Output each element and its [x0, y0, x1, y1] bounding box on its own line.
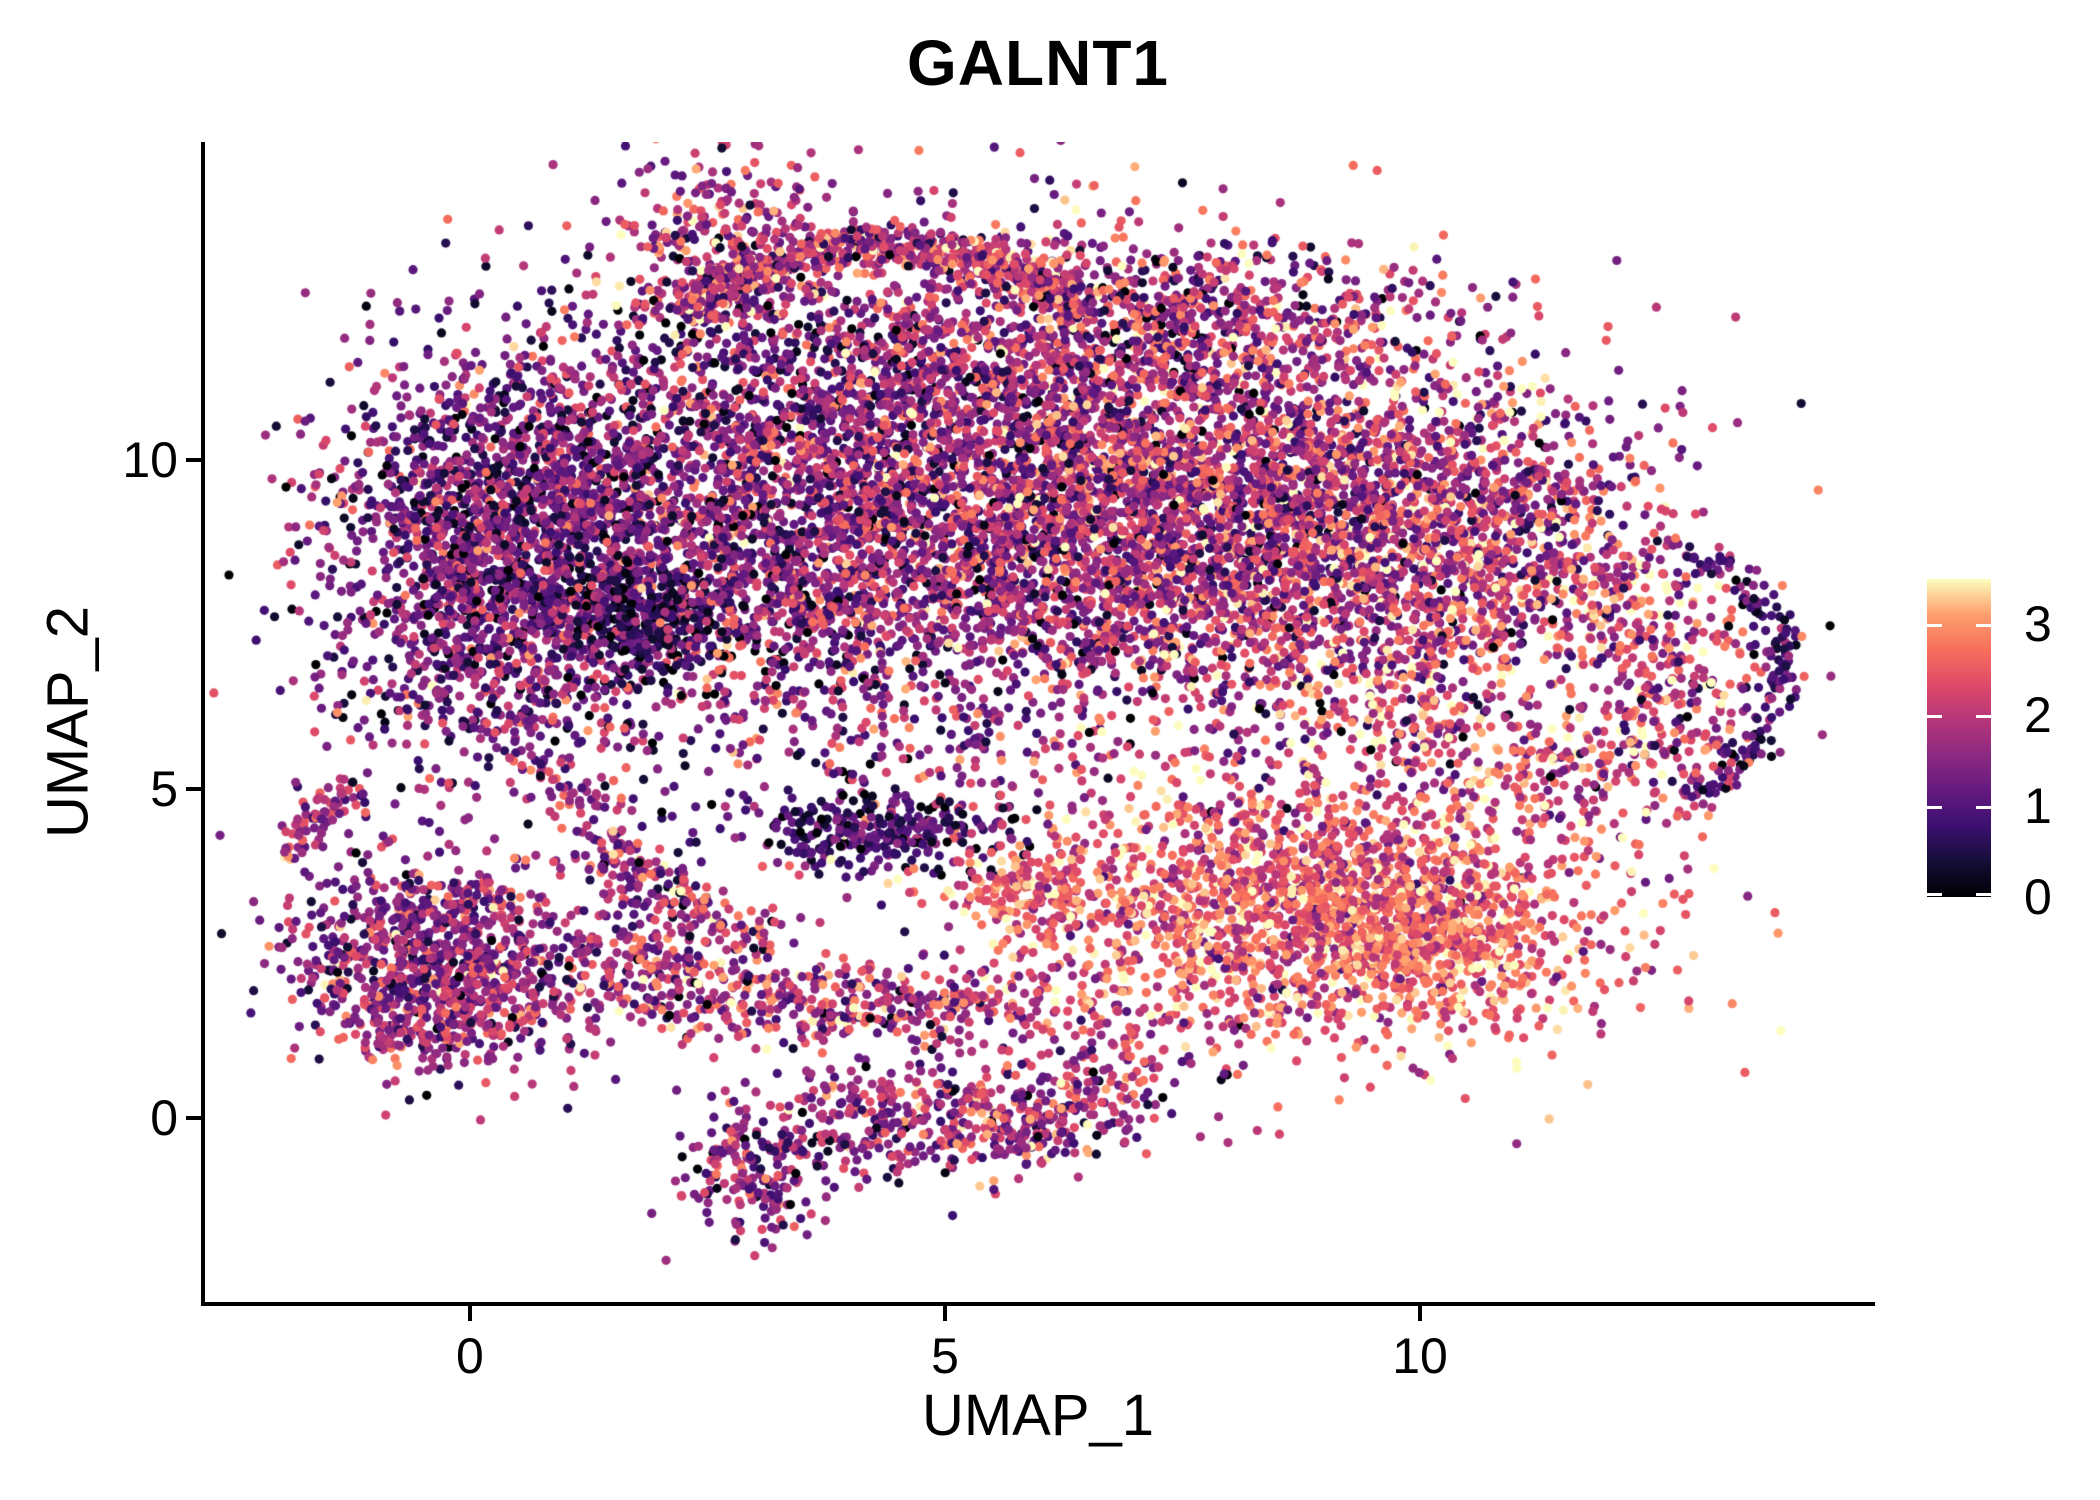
colorbar-tick-mark: [1976, 893, 1991, 896]
colorbar-tick-mark: [1927, 715, 1942, 719]
colorbar-gradient: [1927, 579, 1991, 897]
x-tick-mark: [1418, 1306, 1422, 1321]
y-tick-mark: [186, 1116, 201, 1121]
y-axis-line: [201, 142, 205, 1306]
x-tick-mark: [467, 1306, 472, 1321]
x-tick-label: 10: [1392, 1328, 1448, 1384]
colorbar-tick-mark: [1976, 715, 1991, 719]
x-tick-mark: [942, 1306, 947, 1321]
y-tick-label: 10: [122, 432, 178, 488]
scatter-points-canvas: [205, 142, 1871, 1302]
x-axis-title: UMAP_1: [921, 1383, 1155, 1448]
colorbar-tick-mark: [1927, 624, 1942, 628]
y-axis-title: UMAP_2: [35, 605, 101, 839]
colorbar-tick-label: 1: [2024, 778, 2052, 835]
x-tick-label: 5: [931, 1328, 959, 1384]
x-tick-label: 0: [456, 1328, 484, 1384]
colorbar-tick-mark: [1976, 624, 1991, 628]
colorbar-tick-mark: [1976, 806, 1991, 810]
y-tick-mark: [186, 787, 201, 792]
colorbar-tick-label: 2: [2024, 687, 2052, 744]
plot-title: GALNT1: [907, 27, 1169, 99]
y-tick-mark: [186, 458, 201, 462]
y-tick-label: 0: [150, 1090, 178, 1147]
x-axis-line: [201, 1302, 1875, 1306]
colorbar-tick-mark: [1927, 806, 1942, 810]
colorbar-tick-label: 3: [2024, 596, 2052, 653]
y-tick-label: 5: [150, 761, 178, 818]
colorbar-tick-label: 0: [2024, 869, 2052, 925]
colorbar-tick-mark: [1927, 893, 1942, 896]
